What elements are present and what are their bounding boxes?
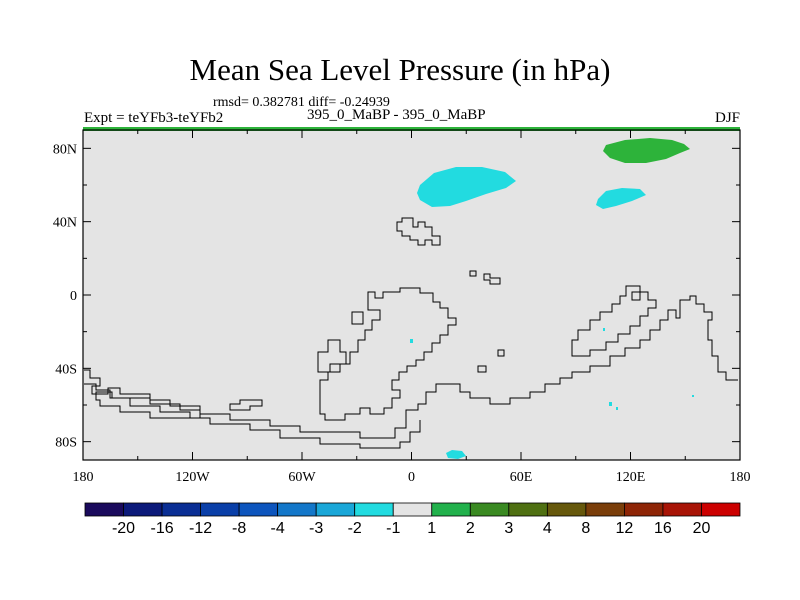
arctic-positive-region <box>603 138 690 163</box>
continent-outlines <box>84 217 738 449</box>
polar-positive-band <box>83 127 740 131</box>
colorbar-label: 4 <box>543 520 552 537</box>
outline-south-islands <box>229 399 263 411</box>
colorbar-label: -16 <box>150 520 173 537</box>
colorbar-swatch <box>701 502 741 517</box>
small-negative-patch <box>603 328 605 331</box>
north-atlantic-negative-region <box>417 167 516 207</box>
small-negative-patch <box>616 407 618 410</box>
colorbar-swatch <box>546 502 587 517</box>
y-tick-label: 40S <box>55 362 77 377</box>
x-tick-label: 180 <box>73 470 94 485</box>
colorbar-swatch <box>469 502 510 517</box>
season-label: DJF <box>714 110 740 126</box>
outline-east-landmass <box>571 285 657 357</box>
colorbar-swatch <box>123 502 163 517</box>
colorbar-labels: -20 -16 -12 -8 -4 -3 -2 -1 1 2 3 4 8 12 16 20 <box>112 520 711 537</box>
y-tick-label: 80N <box>53 142 77 157</box>
y-tick-label: 40N <box>53 216 77 231</box>
colorbar-label: -12 <box>189 520 212 537</box>
colorbar <box>84 502 741 517</box>
colorbar-swatch <box>662 502 702 517</box>
colorbar-swatch <box>431 502 471 517</box>
colorbar-swatch <box>238 502 279 517</box>
rmsd-diff-stats: rmsd= 0.382781 diff= -0.24939 <box>213 95 390 110</box>
experiment-name: 395_0_MaBP - 395_0_MaBP <box>307 107 486 123</box>
chart-title: Mean Sea Level Pressure (in hPa) <box>189 52 611 87</box>
anomaly-shading <box>410 138 694 459</box>
colorbar-label: 12 <box>616 520 634 537</box>
small-negative-patch <box>609 402 612 406</box>
colorbar-swatch <box>84 502 124 517</box>
colorbar-label: -8 <box>232 520 246 537</box>
colorbar-label: 2 <box>466 520 475 537</box>
colorbar-swatch <box>200 502 240 517</box>
x-tick-label: 120W <box>175 470 210 485</box>
colorbar-label: 16 <box>654 520 672 537</box>
colorbar-label: 1 <box>427 520 436 537</box>
colorbar-swatch <box>161 502 201 517</box>
outline-small-islands <box>469 270 501 285</box>
colorbar-swatch <box>277 502 317 517</box>
outline-east-islands <box>477 291 641 373</box>
colorbar-swatch <box>624 502 664 517</box>
north-pacific-negative-region <box>596 188 646 209</box>
x-tick-label: 0 <box>408 470 415 485</box>
colorbar-label: 20 <box>693 520 711 537</box>
colorbar-label: -3 <box>309 520 323 537</box>
colorbar-swatch <box>585 502 625 517</box>
outline-coastal-inlet <box>351 311 364 325</box>
colorbar-label: -2 <box>348 520 362 537</box>
small-negative-patch <box>692 395 694 397</box>
map-background <box>83 130 740 460</box>
southern-ocean-negative-region <box>446 450 466 459</box>
y-tick-label: 0 <box>70 289 77 304</box>
x-tick-label: 60W <box>288 470 316 485</box>
outline-northern-landmass <box>396 217 441 246</box>
colorbar-swatch <box>354 502 394 517</box>
colorbar-swatch <box>508 502 548 517</box>
colorbar-label: 3 <box>504 520 513 537</box>
outline-west-landmass <box>317 339 347 373</box>
colorbar-label: 8 <box>581 520 590 537</box>
y-axis-labels: 80N 40N 0 40S 80S <box>53 142 77 450</box>
outline-south-landmass <box>84 295 738 439</box>
x-tick-label: 60E <box>510 470 533 485</box>
x-axis-labels: 180 120W 60W 0 60E 120E 180 <box>73 470 751 485</box>
x-tick-label: 120E <box>616 470 646 485</box>
colorbar-swatch <box>392 502 433 517</box>
colorbar-label: -20 <box>112 520 135 537</box>
x-tick-label: 180 <box>730 470 751 485</box>
experiment-label: Expt = teYFb3-teYFb2 <box>84 110 224 126</box>
y-tick-label: 80S <box>55 436 77 451</box>
outline-south-pacific-box <box>95 391 201 419</box>
outline-africa-region <box>319 287 457 421</box>
small-negative-patch <box>410 339 413 343</box>
colorbar-label: -4 <box>271 520 285 537</box>
axis-ticks <box>82 130 741 460</box>
colorbar-label: -1 <box>386 520 400 537</box>
colorbar-swatch <box>315 502 356 517</box>
